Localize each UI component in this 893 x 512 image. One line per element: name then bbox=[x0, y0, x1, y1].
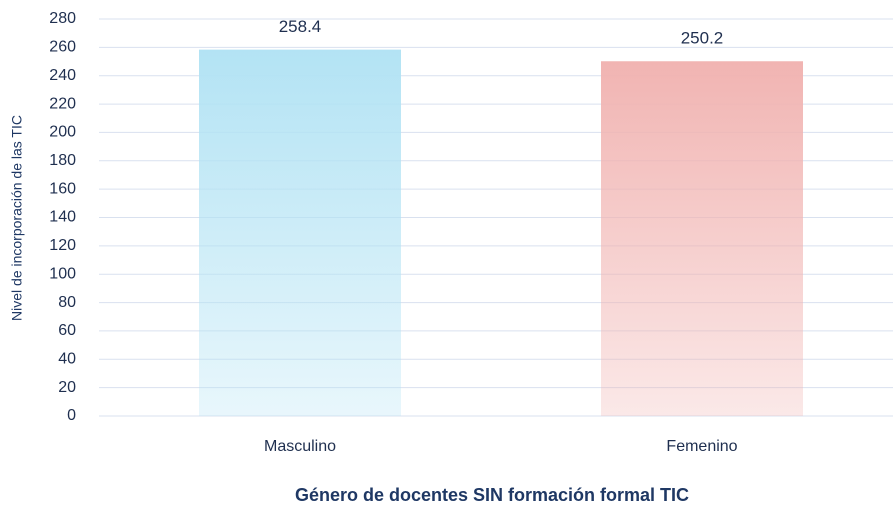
y-tick-label: 240 bbox=[49, 67, 76, 84]
y-tick-label: 100 bbox=[49, 265, 76, 282]
y-tick-label: 200 bbox=[49, 124, 76, 141]
y-tick-label: 260 bbox=[49, 39, 76, 56]
y-tick-label: 220 bbox=[49, 95, 76, 112]
y-tick-label: 120 bbox=[49, 237, 76, 254]
y-tick-label: 180 bbox=[49, 152, 76, 169]
y-axis-title: Nivel de incorporación de las TIC bbox=[9, 115, 25, 321]
y-tick-label: 80 bbox=[58, 294, 76, 311]
x-tick-label: Femenino bbox=[666, 438, 737, 455]
y-tick-label: 140 bbox=[49, 209, 76, 226]
value-label: 250.2 bbox=[681, 29, 724, 48]
bar bbox=[199, 49, 401, 417]
y-tick-label: 20 bbox=[58, 379, 76, 396]
y-tick-label: 40 bbox=[58, 351, 76, 368]
x-axis-title: Género de docentes SIN formación formal … bbox=[295, 485, 689, 505]
y-tick-label: 280 bbox=[49, 10, 76, 27]
y-tick-label: 160 bbox=[49, 180, 76, 197]
x-tick-label: Masculino bbox=[264, 438, 336, 455]
y-tick-label: 0 bbox=[67, 407, 76, 424]
y-tick-label: 60 bbox=[58, 322, 76, 339]
value-label: 258.4 bbox=[279, 17, 322, 36]
bar bbox=[601, 61, 803, 417]
